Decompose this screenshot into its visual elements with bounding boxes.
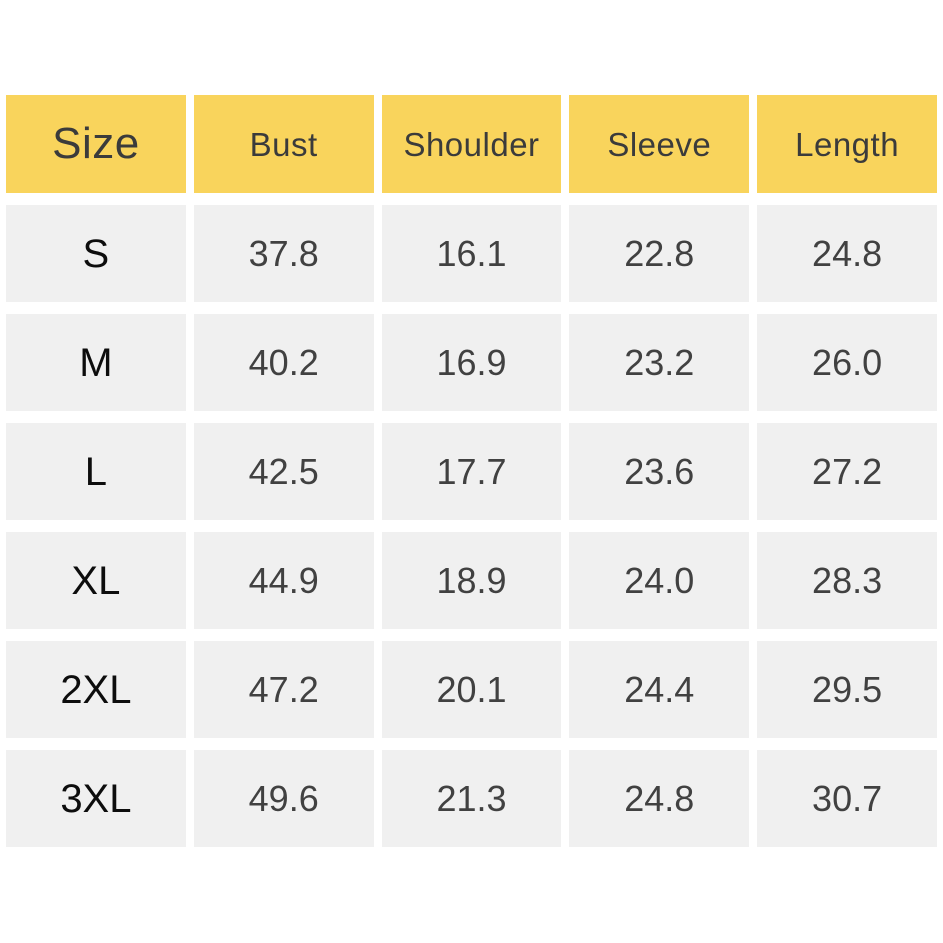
measurement-cell: 24.4 — [569, 641, 750, 738]
measurement-cell: 44.9 — [193, 532, 374, 629]
size-label: XL — [6, 532, 186, 629]
measurement-cell: 24.8 — [757, 205, 937, 302]
measurement-cell: 27.2 — [757, 423, 937, 520]
measurement-cell: 37.8 — [193, 205, 374, 302]
size-chart-table: Size Bust Shoulder Sleeve Length S 37.8 … — [6, 95, 937, 847]
measurement-cell: 23.6 — [569, 423, 750, 520]
measurement-cell: 23.2 — [569, 314, 750, 411]
measurement-cell: 22.8 — [569, 205, 750, 302]
size-label: M — [6, 314, 186, 411]
column-header-sleeve: Sleeve — [569, 95, 750, 193]
column-header-length: Length — [757, 95, 937, 193]
size-label: S — [6, 205, 186, 302]
measurement-cell: 16.1 — [381, 205, 562, 302]
size-label: 2XL — [6, 641, 186, 738]
measurement-cell: 29.5 — [757, 641, 937, 738]
measurement-cell: 24.8 — [569, 750, 750, 847]
measurement-cell: 49.6 — [193, 750, 374, 847]
size-label: L — [6, 423, 186, 520]
measurement-cell: 16.9 — [381, 314, 562, 411]
measurement-cell: 26.0 — [757, 314, 937, 411]
measurement-cell: 40.2 — [193, 314, 374, 411]
measurement-cell: 20.1 — [381, 641, 562, 738]
measurement-cell: 17.7 — [381, 423, 562, 520]
measurement-cell: 28.3 — [757, 532, 937, 629]
measurement-cell: 30.7 — [757, 750, 937, 847]
column-header-shoulder: Shoulder — [381, 95, 562, 193]
measurement-cell: 47.2 — [193, 641, 374, 738]
measurement-cell: 42.5 — [193, 423, 374, 520]
column-header-bust: Bust — [193, 95, 374, 193]
size-label: 3XL — [6, 750, 186, 847]
measurement-cell: 21.3 — [381, 750, 562, 847]
measurement-cell: 18.9 — [381, 532, 562, 629]
column-header-size: Size — [6, 95, 186, 193]
measurement-cell: 24.0 — [569, 532, 750, 629]
